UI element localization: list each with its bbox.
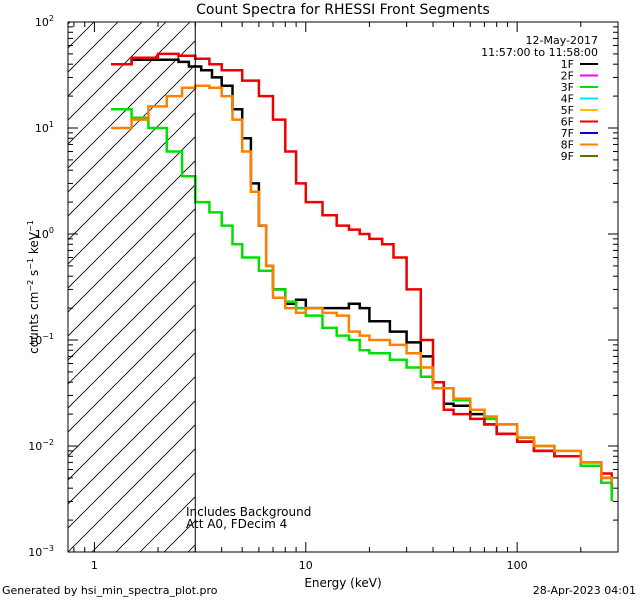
legend-label-1F: 1F [561, 58, 574, 71]
series-line-8F [111, 84, 613, 483]
hatch-line [68, 376, 196, 505]
annotation-background: Includes Background [186, 505, 311, 519]
hatch-line [68, 232, 196, 361]
y-tick-label: 102 [35, 14, 54, 29]
legend-label-7F: 7F [561, 127, 574, 140]
y-tick-label: 100 [35, 226, 54, 241]
hatch-line [68, 352, 196, 481]
annotation-attenuator: Att A0, FDecim 4 [186, 517, 287, 531]
series-line-6F [111, 52, 613, 483]
footer-generated: Generated by hsi_min_spectra_plot.pro [2, 584, 218, 597]
hatch-line [68, 22, 167, 121]
hatch-line [68, 64, 196, 193]
hatch-line [91, 448, 196, 552]
series-line-1F [111, 58, 613, 489]
hatch-line [68, 22, 95, 49]
hatch-line [68, 22, 143, 97]
legend-label-9F: 9F [561, 150, 574, 163]
hatch-line [68, 112, 196, 241]
hatch-line [0, 22, 46, 552]
x-tick-label: 100 [507, 559, 528, 572]
hatch-line [236, 22, 640, 552]
hatch-line [68, 160, 196, 289]
hatch-line [68, 22, 191, 145]
x-tick-label: 1 [91, 559, 98, 572]
series-line-3F [111, 108, 613, 502]
hatch-line [0, 22, 22, 552]
legend-label-2F: 2F [561, 70, 574, 83]
hatch-line [68, 280, 196, 409]
date-label: 12-May-2017 [526, 34, 598, 47]
hatch-line [68, 136, 196, 265]
time-range-label: 11:57:00 to 11:58:00 [481, 46, 598, 59]
legend-label-3F: 3F [561, 81, 574, 94]
hatch-line [68, 22, 71, 25]
x-tick-label: 10 [299, 559, 313, 572]
hatch-line [68, 184, 196, 313]
y-tick-label: 10−2 [28, 438, 54, 453]
hatch-line [260, 22, 640, 552]
y-tick-label: 10−1 [28, 332, 54, 347]
hatch-line [212, 22, 640, 552]
legend-label-6F: 6F [561, 116, 574, 129]
y-tick-label: 101 [35, 120, 54, 135]
footer-timestamp: 28-Apr-2023 04:01 [533, 584, 636, 597]
legend-label-8F: 8F [561, 139, 574, 152]
y-tick-label: 10−3 [28, 544, 54, 559]
legend-label-5F: 5F [561, 104, 574, 117]
hatch-line [68, 424, 196, 552]
hatch-line [68, 256, 196, 385]
hatched-region [0, 22, 640, 552]
hatch-line [68, 208, 196, 337]
hatch-line [68, 400, 196, 529]
hatch-line [68, 22, 119, 73]
chart-title: Count Spectra for RHESSI Front Segments [196, 2, 490, 18]
x-axis-label: Energy (keV) [304, 576, 381, 590]
y-axis-label: counts cm−2 s−1 keV−1 [26, 220, 41, 354]
hatch-line [68, 88, 196, 217]
legend-label-4F: 4F [561, 93, 574, 106]
plot-frame [67, 21, 619, 553]
